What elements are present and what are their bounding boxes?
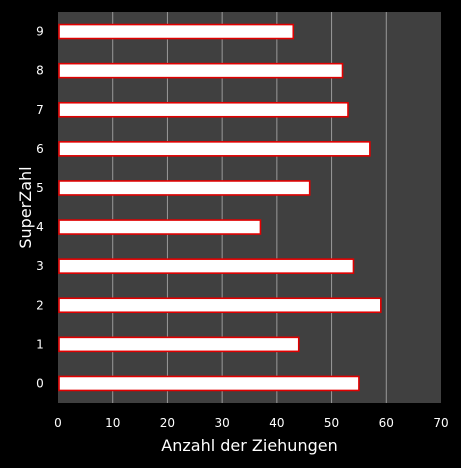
bar: [58, 336, 300, 353]
y-tick-label: 6: [36, 142, 44, 156]
y-tick-label: 1: [36, 337, 44, 351]
y-axis-label: SuperZahl: [16, 166, 35, 248]
bar: [58, 375, 360, 392]
y-tick-label: 4: [36, 220, 44, 234]
y-tick-label: 2: [36, 298, 44, 312]
y-tick-label: 9: [36, 25, 44, 39]
bar: [58, 62, 344, 79]
y-tick-label: 5: [36, 181, 44, 195]
y-tick-label: 7: [36, 103, 44, 117]
bar: [58, 101, 349, 118]
bar: [58, 23, 295, 40]
y-tick-label: 0: [36, 376, 44, 390]
x-tick-label: 40: [269, 416, 284, 430]
y-tick-labels: 0 1 2 3 4 5 6 7 8 9: [36, 25, 44, 391]
bar: [58, 297, 382, 314]
x-tick-label: 10: [105, 416, 120, 430]
x-tick-label: 60: [379, 416, 394, 430]
bars: [58, 23, 382, 392]
x-axis-label: Anzahl der Ziehungen: [161, 436, 337, 455]
x-tick-label: 20: [160, 416, 175, 430]
bar: [58, 219, 262, 235]
x-tick-label: 0: [54, 416, 62, 430]
x-tick-label: 70: [433, 416, 448, 430]
bar: [58, 180, 311, 196]
bar: [58, 258, 355, 274]
y-tick-label: 8: [36, 64, 44, 78]
x-tick-label: 50: [324, 416, 339, 430]
x-tick-label: 30: [215, 416, 230, 430]
y-tick-label: 3: [36, 259, 44, 273]
x-tick-labels: 0 10 20 30 40 50 60 70: [54, 416, 448, 430]
bar: [58, 141, 371, 157]
